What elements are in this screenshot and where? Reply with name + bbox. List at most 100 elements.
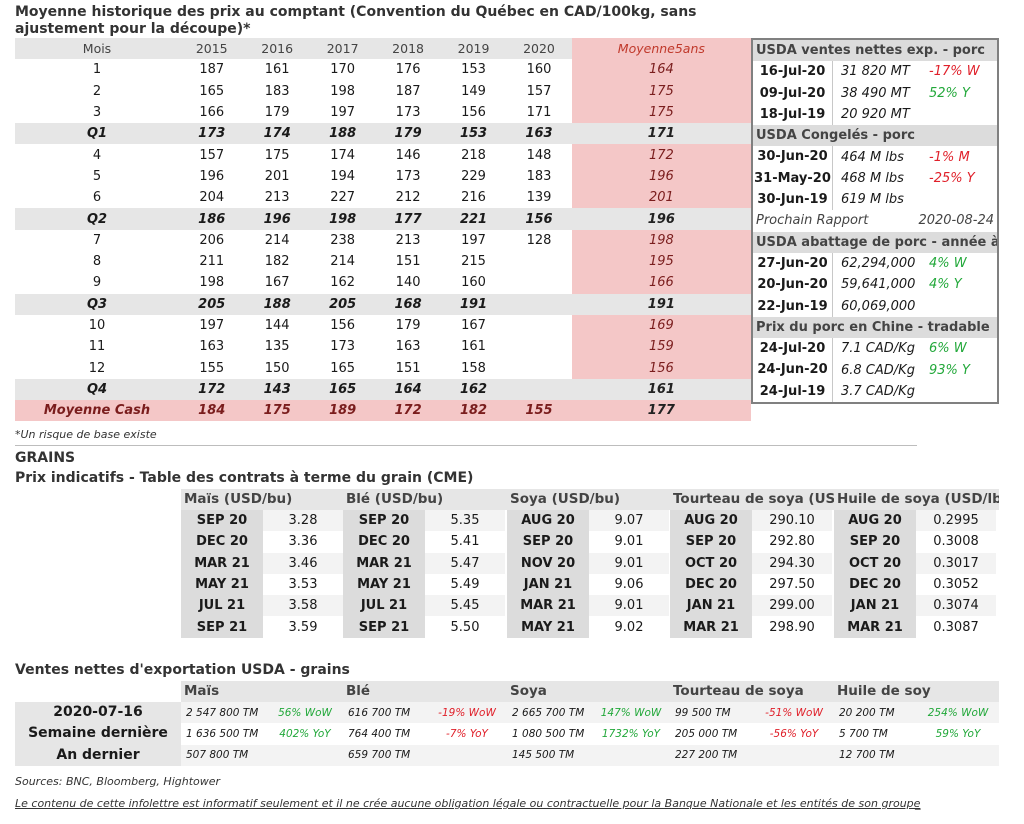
contract-price: 9.01 <box>589 595 669 617</box>
price-cell: 165 <box>330 360 356 376</box>
contract-month: SEP 20 <box>834 531 916 553</box>
price-cell: 229 <box>461 168 486 184</box>
price-cell: 213 <box>264 190 290 206</box>
export-change: 402% YoY <box>279 727 331 740</box>
five-year-average-cell: 196 <box>571 208 751 230</box>
panel-row: 24-Jul-19 3.7 CAD/Kg <box>753 380 997 403</box>
next-report-label: Prochain Rapport <box>756 213 869 229</box>
contract-month: SEP 20 <box>343 510 425 532</box>
exports-row: 12 700 TM <box>834 744 999 766</box>
report-date: 31-May-20 <box>753 167 833 190</box>
price-cell: 157 <box>526 83 552 99</box>
futures-row: DEC 20 5.41 <box>343 531 505 553</box>
price-cell: 227 <box>330 190 356 206</box>
row-label: Moyenne Cash <box>15 400 179 422</box>
price-cell: 213 <box>395 232 421 248</box>
price-cell: 211 <box>199 254 225 270</box>
price-cell: 156 <box>506 208 572 230</box>
contract-price: 5.35 <box>425 510 505 532</box>
price-cell: 216 <box>461 190 486 206</box>
price-cell: 175 <box>264 147 290 163</box>
export-row-label: 2020-07-16 <box>15 702 181 724</box>
price-cell: 167 <box>461 318 486 333</box>
change-percent: -1% M <box>929 149 970 165</box>
column-header: Mois <box>15 38 179 60</box>
report-date: 30-Jun-20 <box>753 146 833 168</box>
contract-price: 0.2995 <box>916 510 996 532</box>
price-cell: 162 <box>440 378 507 401</box>
price-cell: 176 <box>395 62 421 78</box>
five-year-average-cell: 164 <box>571 59 751 81</box>
column-header: 2015 <box>179 38 245 60</box>
contract-month: SEP 21 <box>343 616 425 638</box>
contract-price: 298.90 <box>769 619 815 635</box>
contract-month: OCT 20 <box>834 552 916 574</box>
export-row-labels: 2020-07-16 Semaine dernière An dernier <box>15 702 181 766</box>
five-year-average-cell: 166 <box>571 272 751 294</box>
basis-risk-note: *Un risque de base existe <box>15 428 157 441</box>
exports-row: 145 500 TM <box>507 744 670 766</box>
row-label: Q1 <box>15 123 179 145</box>
exports-row: 20 200 TM 254% WoW <box>834 702 999 724</box>
futures-row: SEP 20 9.01 <box>507 531 669 553</box>
contract-price: 0.3087 <box>933 619 979 635</box>
price-cell: 143 <box>244 378 310 401</box>
futures-row: SEP 21 3.59 <box>181 616 343 638</box>
price-cell: 170 <box>330 62 356 78</box>
column-header: 2017 <box>309 38 376 60</box>
exports-row: 205 000 TM -56% YoY <box>670 723 834 744</box>
panel-section-header: USDA ventes nettes exp. - porc <box>753 40 997 62</box>
panel-row: 31-May-20 468 M lbs -25% Y <box>753 167 997 190</box>
change-percent: 6% W <box>929 341 967 357</box>
price-cell: 163 <box>395 339 421 355</box>
exports-row: 764 400 TM -7% YoY <box>343 723 507 744</box>
page-title: Moyenne historique des prix au comptant … <box>15 4 697 37</box>
five-year-average-cell: 171 <box>571 123 751 145</box>
contract-month: MAR 21 <box>181 552 263 574</box>
price-cell: 215 <box>461 254 486 270</box>
price-cell: 218 <box>461 147 486 163</box>
price-cell: 153 <box>461 62 486 78</box>
exports-row: 1 080 500 TM 1732% YoY <box>507 723 670 744</box>
row-label: 4 <box>92 147 102 163</box>
export-volume: 616 700 TM <box>348 706 411 719</box>
report-date: 24-Jul-20 <box>753 338 833 360</box>
panel-row: 18-Jul-19 20 920 MT <box>753 103 997 126</box>
report-date: 27-Jun-20 <box>753 252 833 275</box>
five-year-average-cell: 198 <box>571 229 751 251</box>
price-cell: 167 <box>264 275 290 291</box>
exports-row: 2 547 800 TM 56% WoW <box>181 702 343 724</box>
contract-price: 5.41 <box>450 534 480 550</box>
futures-row: OCT 20 0.3017 <box>834 552 996 574</box>
price-cell: 173 <box>395 105 421 121</box>
month-row: 6 204 213 227 212 216 139 201 <box>15 187 751 209</box>
five-year-average-cell: 172 <box>571 144 751 166</box>
contract-price: 0.3017 <box>916 552 996 574</box>
export-change: 1732% YoY <box>601 727 661 740</box>
export-volume: 1 080 500 TM <box>512 727 585 740</box>
price-cell: 205 <box>179 293 245 315</box>
contract-price: 3.59 <box>288 619 318 635</box>
price-cell: 187 <box>395 83 421 99</box>
five-year-average-cell: 201 <box>571 187 751 209</box>
futures-row: MAR 21 298.90 <box>670 616 832 638</box>
price-cell: 194 <box>330 168 356 184</box>
five-year-average-cell: 196 <box>571 165 751 188</box>
price-cell: 197 <box>330 105 356 121</box>
contract-month: MAR 21 <box>507 595 589 617</box>
price-cell: 153 <box>440 123 507 145</box>
export-volume: 145 500 TM <box>512 749 575 762</box>
month-row: 10 197 144 156 179 167 169 <box>15 314 751 337</box>
cash-average-row: Moyenne Cash 184 175 189 172 182 155 177 <box>15 400 751 422</box>
panel-row: 27-Jun-20 62,294,000 4% W <box>753 252 997 275</box>
price-cell: 151 <box>395 254 421 270</box>
price-cell: 161 <box>264 62 290 78</box>
price-cell: 149 <box>461 83 486 99</box>
contract-price: 3.58 <box>263 595 343 617</box>
change-percent: 4% Y <box>929 277 962 293</box>
contract-month: SEP 21 <box>181 616 263 638</box>
disclaimer-link[interactable]: Le contenu de cette infolettre est infor… <box>15 797 921 810</box>
futures-row: JUL 21 3.58 <box>181 595 343 617</box>
futures-table: AUG 20 9.07 SEP 20 9.01 NOV 20 9.01 JAN 21 9.06… <box>507 510 669 638</box>
exports-group-header: Maïs <box>181 681 343 702</box>
